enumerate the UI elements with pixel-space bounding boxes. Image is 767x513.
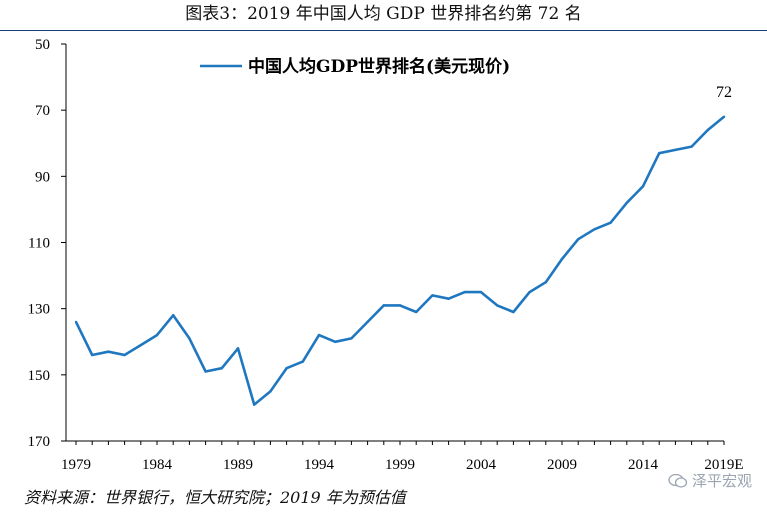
data-point bbox=[398, 304, 402, 307]
x-tick-label: 2019E bbox=[704, 457, 743, 473]
data-point bbox=[123, 353, 126, 357]
x-tick-label: 1994 bbox=[304, 457, 335, 473]
data-point bbox=[285, 367, 288, 370]
data-point bbox=[236, 347, 240, 350]
data-point bbox=[91, 353, 94, 357]
source-note: 资料来源：世界银行，恒大研究院；2019 年为预估值 bbox=[24, 488, 406, 507]
x-tick-label: 1989 bbox=[223, 457, 253, 473]
data-point bbox=[512, 310, 515, 314]
data-point bbox=[188, 337, 191, 340]
series-line bbox=[74, 115, 725, 406]
x-tick-label: 1999 bbox=[385, 457, 415, 473]
data-point bbox=[463, 290, 466, 294]
data-point bbox=[706, 128, 709, 132]
y-tick-label: 70 bbox=[35, 103, 50, 119]
watermark-text: 泽平宏观 bbox=[692, 472, 753, 490]
data-point bbox=[301, 360, 304, 363]
x-tick-label: 2009 bbox=[547, 457, 577, 473]
data-point bbox=[415, 310, 418, 314]
data-point bbox=[382, 304, 385, 307]
data-point bbox=[350, 337, 353, 340]
legend-label: 中国人均GDP世界排名(美元现价) bbox=[248, 56, 510, 77]
wechat-icon bbox=[668, 474, 688, 488]
data-point bbox=[220, 367, 223, 370]
data-point bbox=[674, 148, 677, 152]
watermark: 泽平宏观 bbox=[668, 470, 752, 491]
data-point bbox=[722, 115, 726, 118]
x-tick-label: 2004 bbox=[466, 457, 497, 473]
y-tick-label: 130 bbox=[28, 302, 51, 318]
ranking-line-chart: 50 70 90 110 130 150 170 1979 1984 1989 1994 1999 20… bbox=[28, 37, 744, 473]
data-point bbox=[155, 333, 159, 337]
data-point bbox=[593, 228, 596, 231]
data-point bbox=[641, 185, 645, 188]
data-point bbox=[204, 370, 207, 373]
y-tick-label: 170 bbox=[28, 434, 51, 450]
x-tick-label: 2014 bbox=[628, 457, 659, 473]
y-tick-label: 110 bbox=[28, 236, 50, 252]
data-point bbox=[269, 390, 272, 393]
data-point bbox=[479, 290, 483, 294]
y-tick-label: 90 bbox=[35, 169, 50, 185]
data-point bbox=[658, 151, 661, 155]
data-point bbox=[447, 297, 450, 300]
data-point bbox=[431, 294, 434, 297]
data-point bbox=[496, 304, 499, 307]
data-point bbox=[366, 320, 369, 324]
x-tick-label: 1984 bbox=[142, 457, 173, 473]
y-tick-label: 50 bbox=[35, 37, 50, 53]
x-tick-label: 1979 bbox=[61, 457, 91, 473]
data-point bbox=[172, 314, 175, 317]
title-divider bbox=[0, 30, 767, 31]
data-point bbox=[139, 343, 142, 347]
data-point bbox=[544, 281, 547, 284]
data-point bbox=[74, 320, 78, 324]
data-point bbox=[253, 403, 256, 406]
data-point bbox=[107, 350, 110, 353]
data-point bbox=[317, 333, 321, 337]
data-point bbox=[609, 221, 612, 224]
data-point bbox=[334, 340, 337, 343]
data-point bbox=[577, 237, 580, 241]
data-point bbox=[625, 201, 628, 204]
data-point bbox=[528, 290, 531, 294]
data-point bbox=[690, 145, 693, 148]
page-title: 图表3：2019 年中国人均 GDP 世界排名约第 72 名 bbox=[185, 4, 582, 24]
data-point bbox=[560, 257, 564, 261]
data-label: 72 bbox=[716, 84, 732, 101]
y-tick-label: 150 bbox=[28, 368, 51, 384]
